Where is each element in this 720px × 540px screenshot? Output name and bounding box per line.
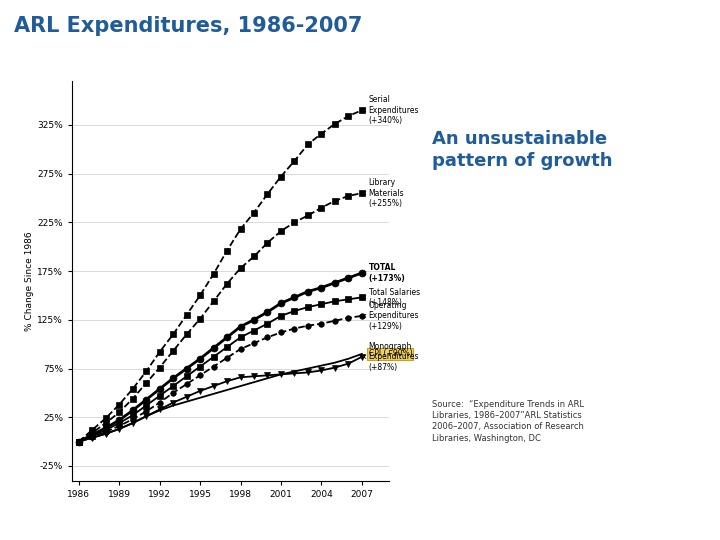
Text: CPI (+90%): CPI (+90%): [369, 349, 413, 359]
Text: 3: 3: [701, 517, 709, 530]
Text: E-Books and US University Libraries Keio Symposium 6 Oct2010: E-Books and US University Libraries Keio…: [11, 519, 344, 529]
Text: Source:  “Expenditure Trends in ARL
Libraries, 1986–2007”ARL Statistics
2006–200: Source: “Expenditure Trends in ARL Libra…: [432, 400, 584, 443]
Text: Serial
Expenditures
(+340%): Serial Expenditures (+340%): [363, 96, 419, 125]
Text: Library
Materials
(+255%): Library Materials (+255%): [363, 178, 404, 208]
Text: TOTAL
(+173%): TOTAL (+173%): [363, 264, 405, 283]
Text: An unsustainable
pattern of growth: An unsustainable pattern of growth: [432, 130, 613, 170]
Text: Total Salaries
(+148%): Total Salaries (+148%): [363, 288, 420, 307]
Text: ARL Expenditures, 1986-2007: ARL Expenditures, 1986-2007: [14, 16, 363, 36]
Text: Operating
Expenditures
(+129%): Operating Expenditures (+129%): [363, 301, 419, 331]
Text: Monograph
Expenditures
(+87%): Monograph Expenditures (+87%): [363, 342, 419, 372]
Y-axis label: % Change Since 1986: % Change Since 1986: [25, 231, 35, 330]
